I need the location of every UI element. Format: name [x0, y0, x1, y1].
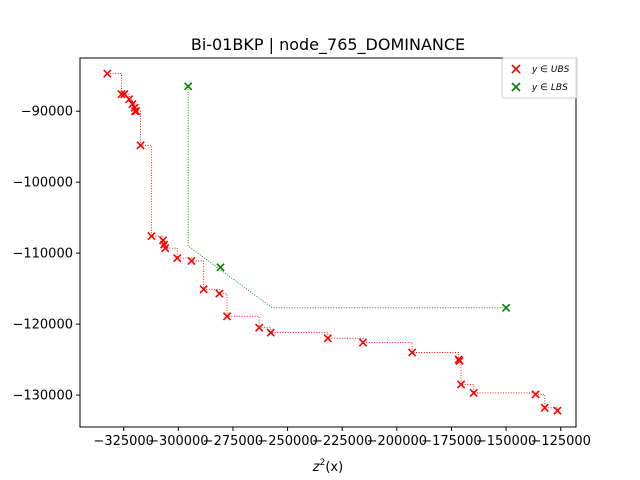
legend-frame [501, 57, 578, 99]
x-axis-label-arg: (x) [325, 460, 343, 475]
data-point [501, 303, 511, 312]
x-tick-label: −125000 [530, 434, 591, 449]
data-point-stroke [222, 312, 232, 321]
legend-marker [511, 64, 521, 74]
data-point-stroke [128, 99, 137, 109]
data-point-stroke [216, 263, 225, 272]
series-layer [103, 69, 562, 415]
x-axis-label: z2(x) [312, 458, 343, 475]
data-point-stroke [117, 90, 126, 99]
data-point [199, 285, 208, 294]
plot-area [80, 58, 576, 427]
x-tick-label: −325000 [93, 434, 154, 449]
x-tick-label: −200000 [367, 434, 428, 449]
data-point [131, 107, 141, 116]
x-tick-label: −175000 [421, 434, 482, 449]
data-point [147, 231, 156, 241]
data-point-stroke [136, 141, 145, 150]
data-point-stroke [358, 338, 368, 347]
legend-label: y ∈ UBS [531, 65, 570, 75]
y-tick-label: −90000 [21, 105, 73, 120]
legend-item: y ∈ UBS [511, 64, 570, 75]
data-point [136, 141, 145, 150]
y-tick-label: −130000 [12, 389, 73, 404]
x-axis-label-sup: 2 [320, 458, 326, 468]
data-point [407, 348, 417, 357]
data-point-stroke [120, 90, 129, 99]
data-point [222, 312, 232, 321]
data-point-stroke [323, 334, 332, 343]
data-point-stroke [158, 236, 168, 245]
x-tick-label: −300000 [148, 434, 209, 449]
data-point-stroke [103, 69, 112, 78]
chart-title: Bi-01BKP | node_765_DOMINANCE [191, 35, 465, 55]
data-point-stroke [173, 253, 182, 263]
data-point [103, 69, 112, 78]
data-point [187, 256, 196, 266]
legend-marker [511, 82, 521, 92]
legend-item: y ∈ LBS [511, 82, 568, 93]
data-point-stroke [130, 103, 139, 112]
data-point-stroke [183, 82, 193, 91]
data-point [456, 380, 466, 389]
data-point-stroke [407, 348, 417, 357]
data-point-stroke [199, 285, 208, 294]
series-ubs [103, 69, 562, 415]
data-point-stroke [215, 289, 224, 298]
data-point [531, 390, 540, 399]
x-tick-label: −250000 [257, 434, 318, 449]
data-point [455, 356, 464, 366]
data-point [323, 334, 332, 343]
data-point [124, 94, 134, 104]
data-point-stroke [501, 303, 511, 312]
data-point-stroke [159, 240, 169, 249]
data-point [117, 90, 126, 99]
data-point-stroke [540, 403, 549, 413]
legend-label: y ∈ LBS [531, 83, 568, 93]
data-point-stroke [161, 244, 170, 253]
x-tick-label: −225000 [312, 434, 373, 449]
series-lbs [183, 82, 511, 312]
data-point [255, 323, 264, 332]
data-point [540, 403, 549, 413]
plot-background [80, 58, 576, 427]
x-axis-label-base: z [312, 460, 321, 475]
data-point-stroke [531, 390, 540, 399]
data-point-stroke [124, 94, 134, 104]
y-tick-label: −100000 [12, 176, 73, 191]
plot-frame [79, 57, 577, 428]
data-point-stroke [255, 323, 264, 332]
data-point [183, 82, 193, 91]
data-point-stroke [553, 406, 562, 415]
data-point-stroke [131, 107, 141, 116]
data-point [161, 244, 170, 253]
data-point-stroke [469, 388, 478, 398]
data-point-stroke [456, 380, 466, 389]
data-point [266, 328, 275, 337]
data-point [553, 406, 562, 415]
data-point [216, 263, 225, 272]
x-tick-label: −150000 [476, 434, 537, 449]
data-point [173, 253, 182, 263]
data-point [358, 338, 368, 347]
data-point [469, 388, 478, 398]
y-tick-label: −120000 [12, 318, 73, 333]
x-tick-label: −275000 [203, 434, 264, 449]
y-tick-label: −110000 [12, 247, 73, 262]
data-point-stroke [147, 231, 156, 241]
data-point-stroke [455, 356, 464, 366]
data-point-stroke [266, 328, 275, 337]
data-point-stroke [187, 256, 196, 266]
axes: −325000−300000−275000−250000−225000−2000… [12, 57, 591, 449]
data-point [215, 289, 224, 298]
legend: y ∈ UBS y ∈ LBS [501, 57, 578, 99]
